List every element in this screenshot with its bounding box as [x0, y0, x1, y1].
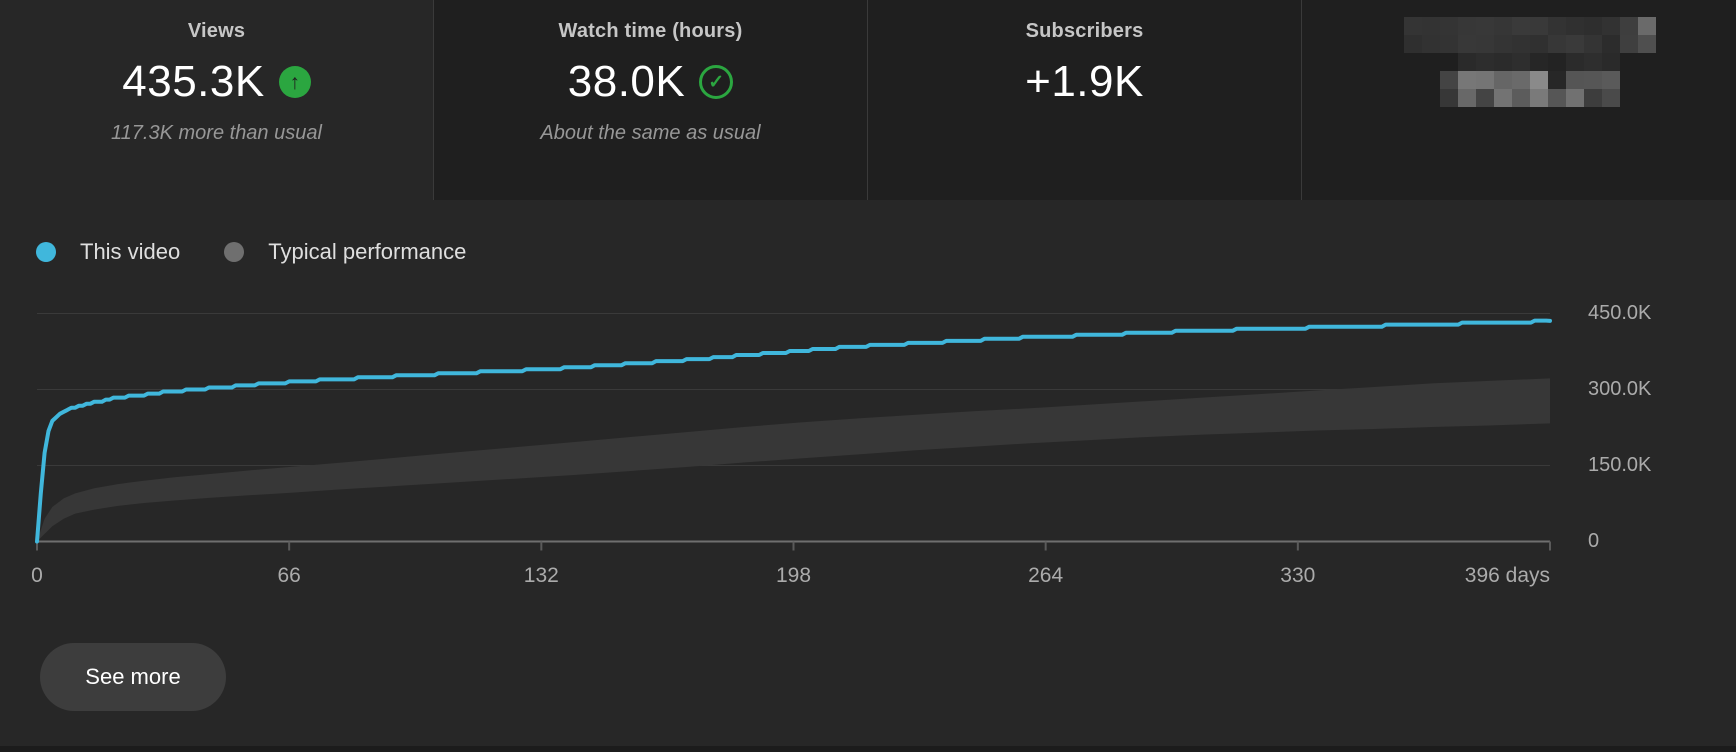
- redacted-pixel-block: [1404, 17, 1422, 35]
- metric-value-row: 435.3K ↑: [0, 56, 433, 108]
- redacted-pixel-block: [1566, 89, 1584, 107]
- redacted-pixel-block: [1548, 89, 1566, 107]
- redacted-pixel-block: [1566, 17, 1584, 35]
- redacted-pixel-block: [1584, 17, 1602, 35]
- metric-title: Subscribers: [1025, 20, 1144, 42]
- this-video-dot-icon: [36, 242, 56, 262]
- typical-performance-band: [37, 378, 1550, 542]
- redacted-pixel-block: [1458, 71, 1476, 89]
- redacted-pixel-block: [1476, 53, 1494, 71]
- redacted-pixel-block: [1584, 53, 1602, 71]
- redacted-pixel-block: [1458, 89, 1476, 107]
- legend-item-this-video[interactable]: This video: [36, 239, 180, 265]
- redacted-pixel-block: [1422, 35, 1440, 53]
- redacted-pixel-block: [1530, 53, 1548, 71]
- redacted-pixel-block: [1458, 17, 1476, 35]
- redacted-pixel-block: [1584, 89, 1602, 107]
- redacted-pixel-block: [1440, 17, 1458, 35]
- metric-value-row: +1.9K: [868, 56, 1301, 108]
- this-video-line: [35, 318, 1552, 544]
- redacted-pixel-block: [1566, 71, 1584, 89]
- legend-label: Typical performance: [268, 239, 467, 264]
- redacted-pixel-block: [1548, 35, 1566, 53]
- redacted-pixel-block: [1548, 53, 1566, 71]
- redacted-pixel-block: [1548, 17, 1566, 35]
- redacted-pixel-block: [1602, 53, 1620, 71]
- metric-title: Views: [187, 20, 246, 42]
- metric-note: About the same as usual: [540, 122, 761, 144]
- redacted-pixel-block: [1602, 71, 1620, 89]
- redacted-pixel-block: [1494, 53, 1512, 71]
- metric-value-row: 38.0K ✓: [434, 56, 867, 108]
- check-circle-icon: ✓: [699, 65, 734, 99]
- metric-value: +1.9K: [1025, 57, 1144, 106]
- redacted-metric-panel: [1302, 0, 1736, 200]
- metric-note: 117.3K more than usual: [111, 122, 322, 144]
- chart-legend: This video Typical performance: [36, 238, 466, 266]
- redacted-pixel-block: [1602, 89, 1620, 107]
- redacted-pixel-block: [1530, 71, 1548, 89]
- redacted-pixel-block: [1494, 89, 1512, 107]
- redacted-pixel-block: [1440, 89, 1458, 107]
- metric-value: 38.0K: [567, 57, 686, 106]
- redacted-pixel-block: [1512, 53, 1530, 71]
- redacted-pixel-block: [1512, 71, 1530, 89]
- redacted-pixel-block: [1476, 71, 1494, 89]
- redacted-pixel-block: [1494, 17, 1512, 35]
- redacted-pixel-block: [1602, 17, 1620, 35]
- redacted-pixel-block: [1512, 17, 1530, 35]
- metric-title: Watch time (hours): [558, 20, 743, 42]
- trend-up-icon: ↑: [278, 66, 311, 98]
- panel-bottom-edge: [0, 746, 1736, 752]
- redacted-pixel-block: [1584, 71, 1602, 89]
- metric-tabs-row: Views 435.3K ↑ 117.3K more than usual Wa…: [0, 0, 1736, 200]
- tab-watch-time[interactable]: Watch time (hours) 38.0K ✓ About the sam…: [434, 0, 868, 200]
- redacted-pixel-block: [1548, 71, 1566, 89]
- metric-value: 435.3K: [122, 57, 265, 106]
- redacted-pixel-block: [1512, 35, 1530, 53]
- redacted-pixel-block: [1458, 53, 1476, 71]
- redacted-pixel-block: [1530, 35, 1548, 53]
- tab-subscribers[interactable]: Subscribers +1.9K: [868, 0, 1302, 200]
- redacted-pixel-block: [1494, 71, 1512, 89]
- redacted-pixel-block: [1620, 35, 1638, 53]
- redacted-pixel-block: [1530, 17, 1548, 35]
- redacted-pixel-block: [1476, 17, 1494, 35]
- redacted-pixel-block: [1494, 35, 1512, 53]
- legend-label: This video: [80, 239, 181, 264]
- redacted-pixel-block: [1476, 35, 1494, 53]
- redacted-pixel-block: [1530, 89, 1548, 107]
- redacted-pixel-block: [1422, 17, 1440, 35]
- redacted-pixel-block: [1404, 35, 1422, 53]
- tab-views[interactable]: Views 435.3K ↑ 117.3K more than usual: [0, 0, 434, 200]
- redacted-pixel-block: [1440, 71, 1458, 89]
- redacted-pixel-block: [1458, 35, 1476, 53]
- redacted-pixel-block: [1638, 17, 1656, 35]
- redacted-pixel-block: [1602, 35, 1620, 53]
- redacted-pixel-block: [1620, 17, 1638, 35]
- redacted-pixel-block: [1638, 35, 1656, 53]
- redacted-pixel-block: [1512, 89, 1530, 107]
- redacted-pixel-block: [1440, 35, 1458, 53]
- redacted-pixel-block: [1584, 35, 1602, 53]
- see-more-button[interactable]: See more: [40, 643, 226, 711]
- legend-item-typical-performance[interactable]: Typical performance: [224, 239, 466, 265]
- redacted-pixel-block: [1476, 89, 1494, 107]
- redacted-pixel-block: [1566, 53, 1584, 71]
- typical-performance-dot-icon: [224, 242, 245, 262]
- redacted-pixel-block: [1566, 35, 1584, 53]
- views-over-time-chart[interactable]: [0, 260, 1736, 600]
